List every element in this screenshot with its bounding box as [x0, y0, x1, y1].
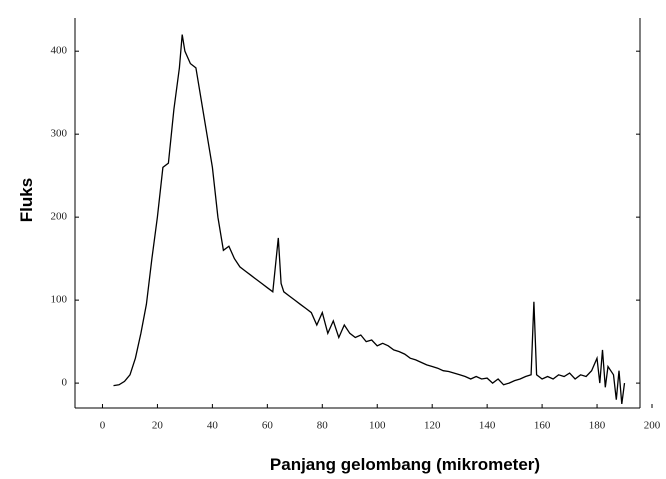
x-tick-label: 0 — [100, 420, 106, 432]
y-tick-label: 100 — [51, 294, 68, 306]
x-tick-label: 140 — [479, 420, 496, 432]
y-tick-label: 0 — [62, 377, 68, 389]
x-tick-label: 40 — [207, 420, 219, 432]
x-tick-label: 80 — [317, 420, 329, 432]
x-tick-label: 100 — [369, 420, 386, 432]
x-tick-label: 120 — [424, 420, 441, 432]
y-tick-label: 200 — [51, 211, 68, 223]
x-tick-label: 180 — [589, 420, 606, 432]
x-axis-label: Panjang gelombang (mikrometer) — [270, 455, 540, 474]
y-axis-label: Fluks — [17, 178, 36, 222]
x-tick-label: 160 — [534, 420, 551, 432]
x-tick-label: 60 — [262, 420, 274, 432]
x-tick-label: 200 — [644, 420, 661, 432]
data-line — [113, 34, 626, 404]
x-tick-label: 20 — [152, 420, 164, 432]
y-tick-label: 300 — [51, 128, 68, 140]
y-tick-label: 400 — [51, 45, 68, 57]
